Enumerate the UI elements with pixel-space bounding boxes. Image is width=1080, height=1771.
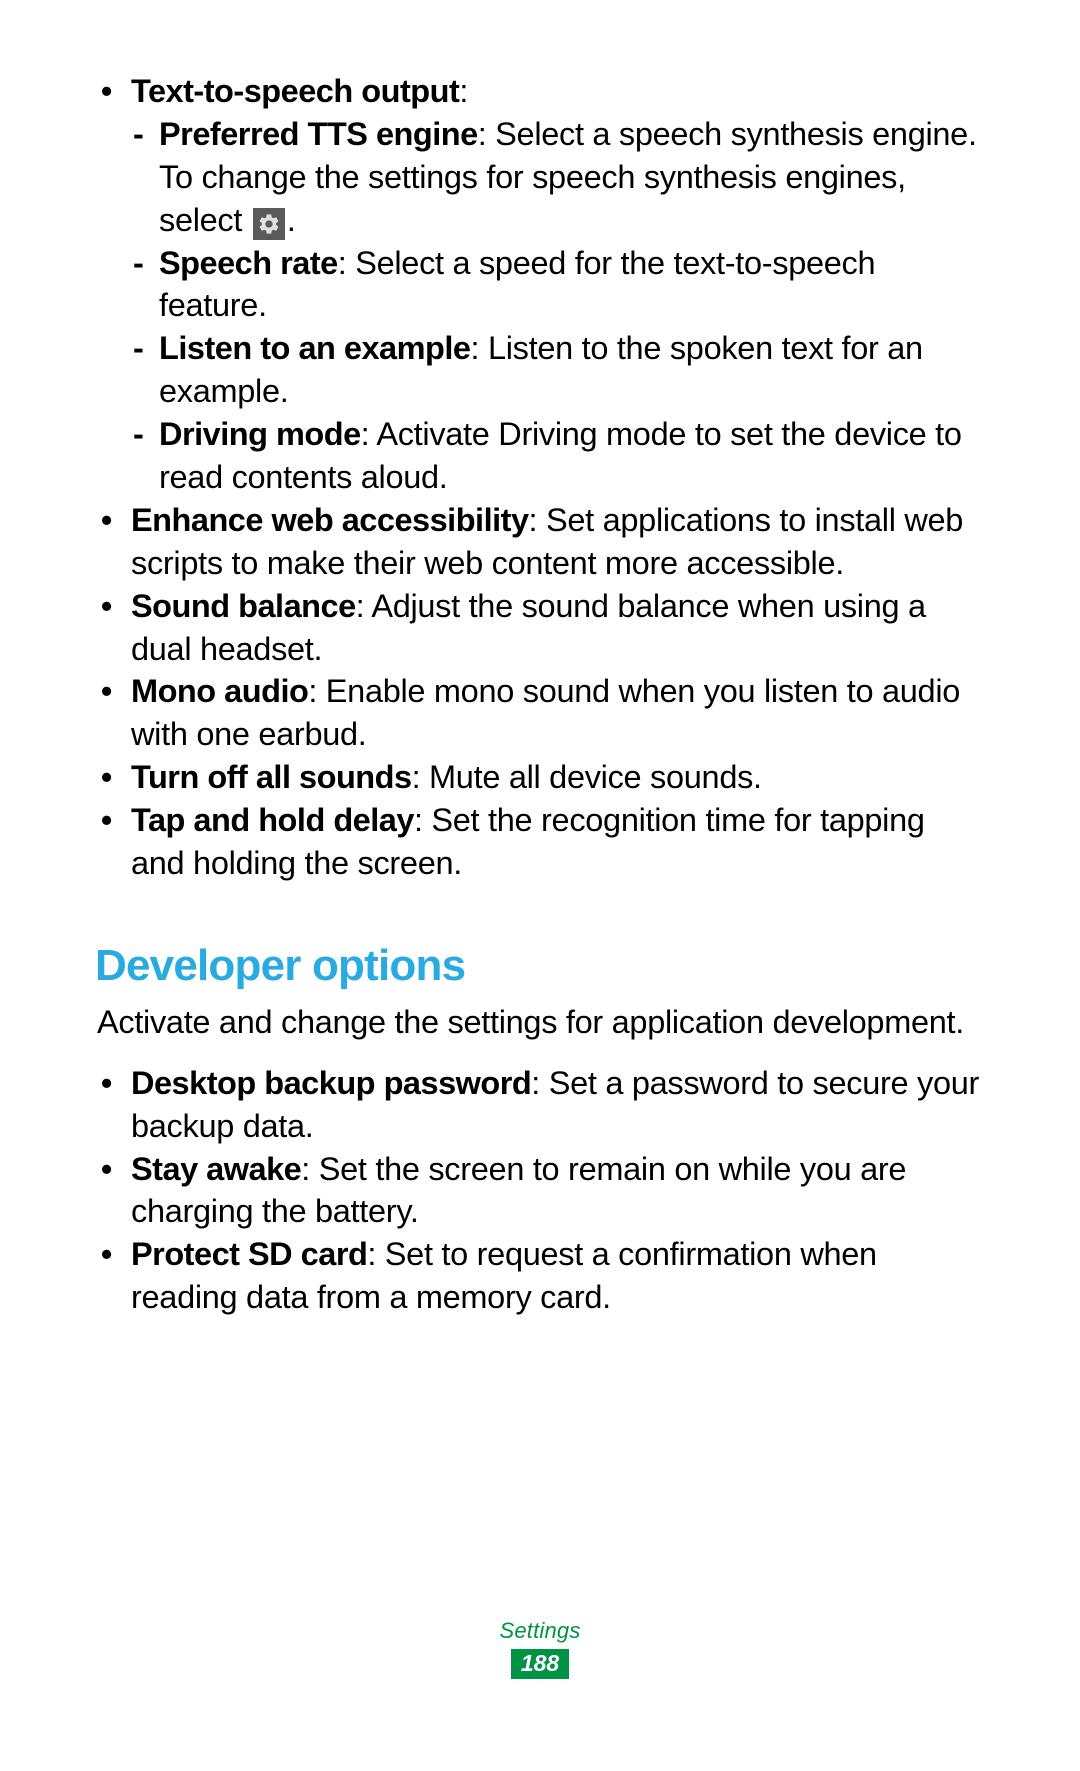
item-label: Protect SD card xyxy=(131,1236,367,1272)
tts-sublist: Preferred TTS engine: Select a speech sy… xyxy=(131,113,985,499)
item-label: Sound balance xyxy=(131,588,356,624)
item-text: : Mute all device sounds. xyxy=(412,759,762,795)
footer-section-label: Settings xyxy=(0,1618,1080,1644)
page-footer: Settings 188 xyxy=(0,1618,1080,1679)
developer-options-intro: Activate and change the settings for app… xyxy=(95,1001,985,1044)
list-item: Mono audio: Enable mono sound when you l… xyxy=(95,670,985,756)
list-item: Driving mode: Activate Driving mode to s… xyxy=(131,413,985,499)
item-label: Desktop backup password xyxy=(131,1065,531,1101)
item-suffix: : xyxy=(459,73,468,109)
list-item: Protect SD card: Set to request a confir… xyxy=(95,1233,985,1319)
list-item: Stay awake: Set the screen to remain on … xyxy=(95,1148,985,1234)
item-label: Speech rate xyxy=(159,245,338,281)
gear-icon xyxy=(253,208,285,240)
page-number: 188 xyxy=(511,1649,569,1679)
item-text-after: . xyxy=(287,202,296,238)
item-label: Tap and hold delay xyxy=(131,802,414,838)
list-item: Listen to an example: Listen to the spok… xyxy=(131,327,985,413)
list-item: Preferred TTS engine: Select a speech sy… xyxy=(131,113,985,242)
list-item: Speech rate: Select a speed for the text… xyxy=(131,242,985,328)
list-item: Tap and hold delay: Set the recognition … xyxy=(95,799,985,885)
item-label: Turn off all sounds xyxy=(131,759,412,795)
list-item: Sound balance: Adjust the sound balance … xyxy=(95,585,985,671)
developer-options-heading: Developer options xyxy=(95,941,985,991)
item-label: Mono audio xyxy=(131,673,308,709)
list-item: Turn off all sounds: Mute all device sou… xyxy=(95,756,985,799)
list-item: Enhance web accessibility: Set applicati… xyxy=(95,499,985,585)
list-item: Desktop backup password: Set a password … xyxy=(95,1062,985,1148)
developer-options-list: Desktop backup password: Set a password … xyxy=(95,1062,985,1319)
item-label: Listen to an example xyxy=(159,330,470,366)
item-label: Enhance web accessibility xyxy=(131,502,529,538)
list-item: Text-to-speech output: Preferred TTS eng… xyxy=(95,70,985,499)
accessibility-list: Text-to-speech output: Preferred TTS eng… xyxy=(95,70,985,885)
item-label: Text-to-speech output xyxy=(131,73,459,109)
page-content: Text-to-speech output: Preferred TTS eng… xyxy=(0,0,1080,1319)
item-label: Driving mode xyxy=(159,416,361,452)
item-label: Stay awake xyxy=(131,1151,301,1187)
item-label: Preferred TTS engine xyxy=(159,116,478,152)
